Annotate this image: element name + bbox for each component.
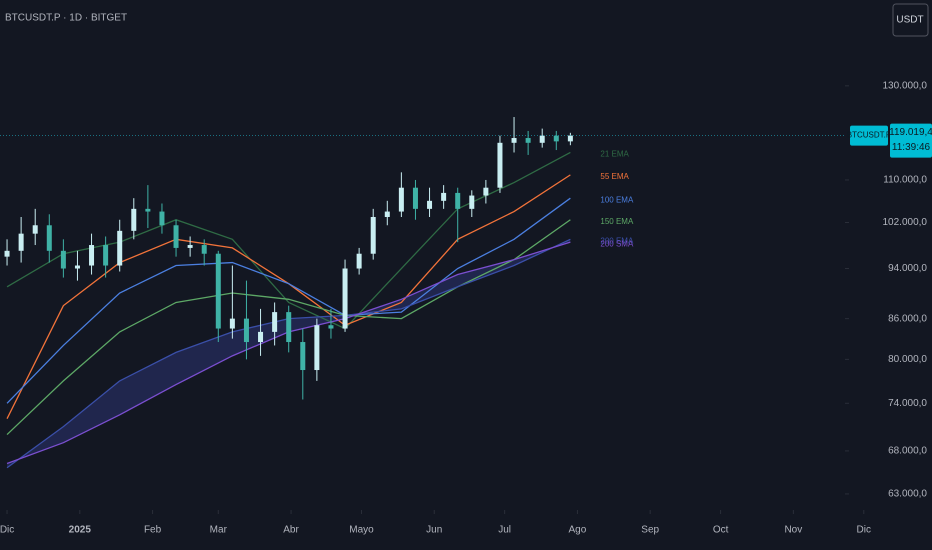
x-tick-label: Sep [641, 525, 659, 536]
y-tick-label: 63.000,0 [888, 489, 927, 500]
x-tick-label: Jun [426, 525, 442, 536]
y-tick-label: 68.000,0 [888, 446, 927, 457]
last-price-label: 119.019,4 [889, 127, 932, 138]
candle-body [159, 211, 165, 226]
ma-band [7, 239, 571, 468]
candle-body [243, 318, 249, 343]
candle-body [201, 245, 207, 254]
candle-body [342, 268, 348, 329]
candle-body [173, 225, 179, 248]
candle-body [131, 208, 137, 231]
candle-body [398, 187, 404, 212]
countdown: 11:39:46 [892, 142, 931, 153]
candle-body [441, 192, 447, 201]
ma-label: 200 EMA [600, 236, 634, 245]
y-tick-label: 80.000,0 [888, 354, 927, 365]
x-tick-label: Dic [0, 525, 14, 536]
ma-line [6, 151, 571, 330]
symbol-tag-box [850, 125, 888, 146]
candle-body [46, 225, 52, 251]
ma-label: 200 SMA [600, 239, 634, 248]
currency-button[interactable] [892, 3, 929, 37]
x-tick-label: Dic [857, 525, 871, 536]
candle-body [553, 135, 559, 142]
candle-body [370, 217, 376, 254]
last-price-box [890, 123, 932, 158]
candle-body [4, 250, 10, 257]
candle-body [525, 138, 531, 143]
y-tick-label: 86.000,0 [888, 313, 927, 324]
x-tick-label: Nov [784, 525, 802, 536]
candle-body [412, 187, 418, 209]
ma-line [6, 197, 571, 404]
x-tick-label: Oct [713, 525, 729, 536]
candle-body [567, 135, 573, 142]
candle-body [384, 211, 390, 218]
candle-body [497, 142, 503, 188]
x-tick-label: 2025 [69, 525, 92, 536]
currency-label[interactable]: USDT [896, 15, 923, 26]
ma-line [6, 219, 571, 436]
candle-body [272, 312, 278, 332]
y-tick-label: 74.000,0 [888, 398, 927, 409]
x-tick-label: Ago [569, 525, 587, 536]
candle-body [89, 245, 95, 266]
y-tick-label: 110.000,0 [883, 175, 927, 186]
candle-body [145, 208, 151, 212]
candle-body [286, 312, 292, 343]
candle-body [229, 318, 235, 329]
candle-body [258, 331, 264, 343]
candle-body [427, 200, 433, 209]
candle-body [356, 253, 362, 269]
candle-body [511, 138, 517, 143]
candle-body [215, 253, 221, 329]
candle-body [103, 245, 109, 266]
candle-body [18, 233, 24, 251]
y-tick-label: 102.000,0 [883, 217, 928, 228]
candle-body [117, 230, 123, 266]
x-tick-label: Mar [210, 525, 228, 536]
chart-title: BTCUSDT.P · 1D · BITGET [5, 13, 127, 24]
ma-label: 150 EMA [600, 217, 634, 226]
ma-label: 100 EMA [600, 195, 634, 204]
y-tick-label: 130.000,0 [883, 80, 928, 91]
candle-body [60, 250, 66, 269]
x-tick-label: Abr [283, 525, 299, 536]
x-tick-label: Mayo [349, 525, 374, 536]
candle-body [32, 225, 38, 234]
candle-body [539, 135, 545, 143]
candle-body [300, 342, 306, 371]
candle-body [74, 265, 80, 269]
candle-body [314, 325, 320, 371]
y-tick-label: 94.000,0 [888, 263, 927, 274]
candle-body [483, 187, 489, 196]
candle-body [455, 192, 461, 209]
x-tick-label: Jul [498, 525, 511, 536]
candle-body [328, 325, 334, 329]
symbol-tag: BTCUSDT.P [847, 131, 891, 140]
ma-label: 21 EMA [600, 150, 629, 159]
candle-body [187, 245, 193, 248]
ma-label: 55 EMA [600, 172, 629, 181]
candle-body [469, 195, 475, 209]
x-tick-label: Feb [144, 525, 162, 536]
